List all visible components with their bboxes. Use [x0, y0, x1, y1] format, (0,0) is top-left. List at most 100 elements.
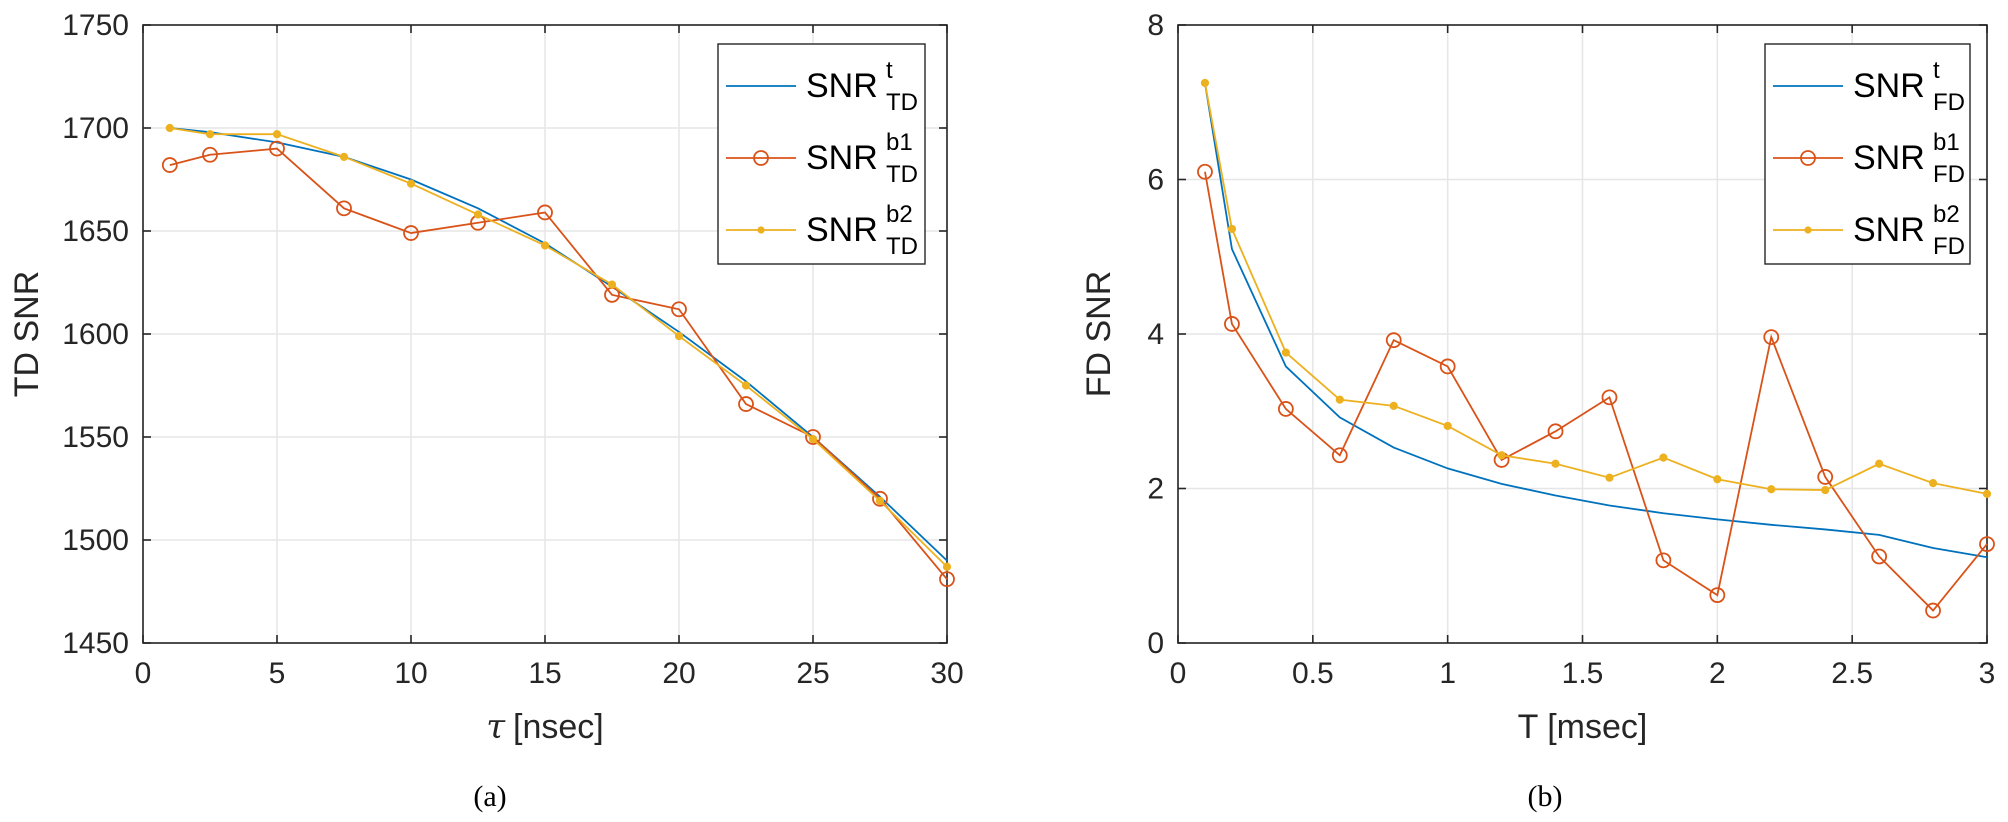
data-point — [1197, 163, 1213, 180]
data-point — [1331, 447, 1348, 464]
x-tick-label: 1.5 — [1562, 657, 1604, 690]
y-tick-label: 1450 — [62, 627, 129, 660]
x-tick-label: 25 — [796, 657, 829, 690]
data-point — [1277, 401, 1294, 417]
x-tick-label: 10 — [394, 657, 427, 690]
data-point — [205, 130, 215, 139]
legend-label: SNR — [1853, 67, 1925, 105]
legend-label: SNR — [806, 139, 878, 177]
y-axis-label: TD SNR — [8, 271, 46, 398]
legend-swatch-marker — [1800, 150, 1816, 166]
y-tick-label: 1700 — [62, 112, 129, 145]
series-b1 — [1197, 163, 1995, 619]
chart-panel-a: 0 5 10 15 20 25 30 1450 1500 1550 1600 1650 1700 1750… — [8, 9, 964, 813]
legend-label-sub: TD — [886, 89, 918, 116]
legend-item: SNR b2 TD — [726, 201, 918, 260]
y-tick-label: 1600 — [62, 318, 129, 351]
y-tick-label: 1550 — [62, 421, 129, 454]
legend-swatch-marker — [753, 150, 769, 166]
data-point — [1227, 224, 1237, 234]
data-point — [1547, 423, 1564, 440]
data-point — [1443, 421, 1452, 431]
x-tick-label: 0.5 — [1292, 657, 1334, 690]
data-point — [939, 571, 955, 588]
data-point — [738, 396, 754, 412]
legend-label-sub: TD — [886, 233, 918, 260]
legend-label-sub: FD — [1933, 89, 1965, 116]
legend-box — [717, 43, 926, 265]
x-axis-symbol: τ — [486, 707, 506, 747]
y-tick-label: 8 — [1147, 9, 1164, 42]
y-tick-label: 1500 — [62, 524, 129, 557]
data-point — [674, 331, 684, 341]
y-tick-label: 4 — [1147, 318, 1164, 351]
legend-label-main: SNR — [806, 67, 878, 105]
x-tick-label: 30 — [930, 657, 963, 690]
data-point — [741, 381, 751, 390]
data-point — [540, 241, 550, 250]
legend-label-sub: TD — [886, 161, 918, 188]
legend-label-sup: b2 — [1933, 201, 1960, 228]
data-point — [1821, 485, 1830, 495]
data-point — [1335, 395, 1344, 404]
series-t — [1204, 82, 1988, 559]
legend-item: SNR b1 FD — [1773, 129, 1965, 188]
x-tick-label: 2.5 — [1831, 657, 1873, 690]
data-point — [1281, 348, 1290, 357]
data-point — [406, 179, 416, 188]
y-axis-label: FD SNR — [1080, 271, 1118, 398]
series-b2 — [1200, 78, 1992, 499]
x-axis-label-text: [nsec] — [513, 708, 604, 746]
legend-label: SNR — [1853, 211, 1925, 249]
data-point — [872, 490, 888, 507]
data-point — [1713, 475, 1722, 484]
legend-label-sup: b2 — [886, 201, 913, 228]
data-point — [1925, 602, 1941, 619]
legend-box — [1764, 43, 1971, 265]
legend-swatch-marker — [757, 226, 765, 234]
legend-label-sup: b1 — [886, 129, 913, 156]
legend-label: SNR — [806, 67, 878, 105]
x-tick-label: 1 — [1439, 657, 1456, 690]
legend-label-main: SNR — [1853, 211, 1925, 249]
data-point — [942, 562, 952, 571]
data-point — [1979, 536, 1995, 553]
y-tick-label: 2 — [1147, 473, 1164, 506]
legend-label-sub: FD — [1933, 161, 1965, 188]
data-point — [671, 301, 687, 318]
data-point — [1767, 485, 1776, 494]
legend-label-sup: t — [886, 57, 893, 84]
data-point — [1601, 389, 1618, 406]
data-point — [1709, 587, 1726, 604]
y-tick-label: 0 — [1147, 627, 1164, 660]
data-point — [808, 434, 818, 444]
legend-label-main: SNR — [1853, 139, 1925, 177]
legend-item: SNR t FD — [1773, 57, 1965, 116]
data-point — [1982, 489, 1992, 499]
x-tick-label: 2 — [1709, 657, 1726, 690]
legend-item: SNR b1 TD — [726, 129, 918, 188]
legend-label-sup: b1 — [1933, 129, 1960, 156]
legend-label-sub: FD — [1933, 233, 1965, 260]
data-point — [1763, 329, 1780, 345]
data-point — [1871, 548, 1888, 565]
legend-item: SNR t TD — [726, 57, 918, 116]
legend-label-main: SNR — [806, 211, 878, 249]
series-b2 — [165, 123, 952, 571]
data-point — [1817, 469, 1834, 485]
legend-label: SNR — [1853, 139, 1925, 177]
data-point — [1497, 451, 1506, 460]
x-tick-label: 0 — [135, 657, 152, 690]
data-point — [1659, 453, 1668, 462]
data-point — [607, 280, 617, 289]
data-point — [339, 152, 349, 161]
x-axis-label: T [msec] — [1518, 708, 1648, 746]
data-point — [1605, 473, 1614, 482]
series-line — [1204, 82, 1988, 559]
panel-caption: (b) — [1528, 780, 1563, 813]
data-point — [403, 225, 419, 241]
x-axis-label: τ [nsec] — [486, 707, 604, 747]
y-tick-label: 6 — [1147, 164, 1164, 197]
